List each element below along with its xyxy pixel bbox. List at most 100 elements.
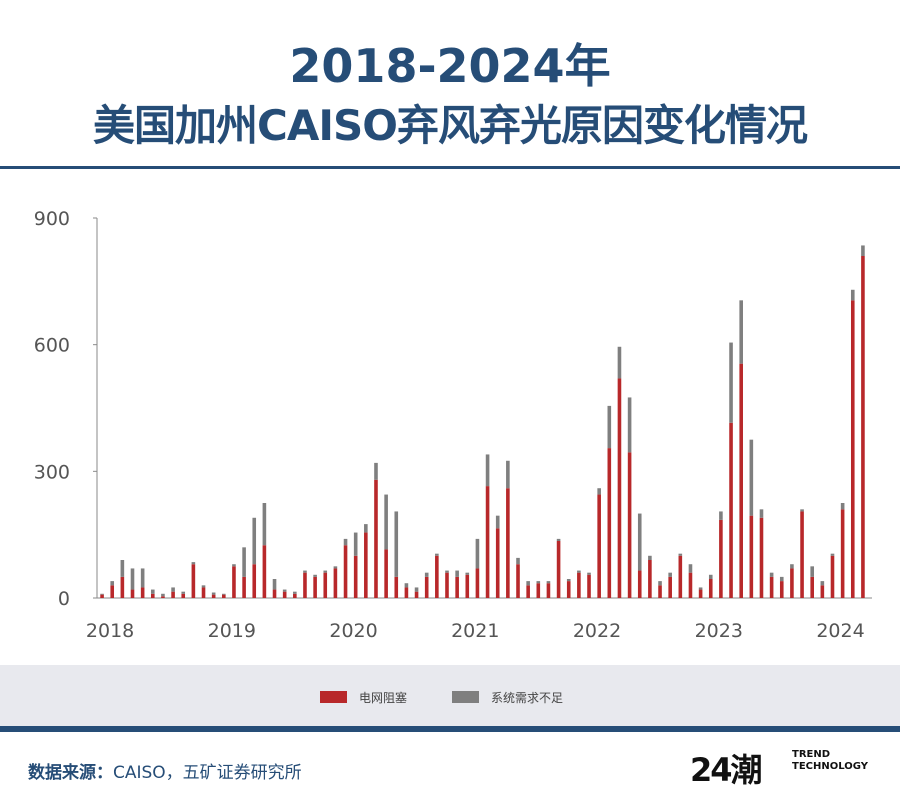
bar-grid-congestion bbox=[485, 486, 490, 598]
bar-grid-congestion bbox=[252, 564, 257, 598]
bar-system-demand bbox=[577, 570, 581, 573]
bar-system-demand bbox=[719, 511, 723, 520]
bar-system-demand bbox=[211, 592, 216, 595]
bar-system-demand bbox=[171, 587, 175, 592]
bar-system-demand bbox=[343, 538, 348, 546]
logo-text: TREND TECHNOLOGY bbox=[792, 749, 868, 773]
bar-grid-congestion bbox=[810, 576, 815, 598]
bar-system-demand bbox=[191, 562, 196, 565]
bar-grid-congestion bbox=[374, 479, 378, 598]
bar-grid-congestion bbox=[262, 545, 267, 598]
bar-system-demand bbox=[526, 581, 530, 586]
bar-grid-congestion bbox=[719, 519, 723, 598]
bar-system-demand bbox=[556, 538, 561, 541]
bar-grid-congestion bbox=[526, 585, 530, 598]
footer-divider bbox=[0, 726, 900, 732]
bar-system-demand bbox=[597, 488, 601, 495]
bar-grid-congestion bbox=[293, 593, 297, 598]
bar-grid-congestion bbox=[861, 256, 865, 598]
legend-label-grid-congestion: 电网阻塞 bbox=[359, 690, 408, 705]
bar-grid-congestion bbox=[272, 589, 277, 598]
bar-system-demand bbox=[779, 576, 784, 582]
bar-grid-congestion bbox=[627, 452, 632, 598]
bar-system-demand bbox=[120, 560, 125, 577]
bar-grid-congestion bbox=[232, 566, 236, 598]
bar-system-demand bbox=[394, 511, 399, 577]
bar-grid-congestion bbox=[546, 583, 551, 598]
bar-system-demand bbox=[729, 342, 733, 423]
bar-grid-congestion bbox=[161, 596, 165, 598]
bar-system-demand bbox=[262, 503, 267, 546]
bar-system-demand bbox=[445, 570, 449, 573]
legend-label-system-demand: 系统需求不足 bbox=[491, 690, 564, 705]
bar-system-demand bbox=[546, 581, 551, 584]
bar-system-demand bbox=[830, 553, 835, 556]
bar-system-demand bbox=[668, 572, 672, 577]
bar-system-demand bbox=[161, 593, 165, 597]
y-tick-label: 300 bbox=[34, 461, 70, 483]
bar-system-demand bbox=[242, 547, 246, 577]
bar-system-demand bbox=[506, 460, 510, 489]
bar-system-demand bbox=[404, 583, 409, 588]
x-tick-label: 2022 bbox=[573, 620, 621, 642]
logo-mark: 24潮 bbox=[690, 751, 763, 789]
bar-grid-congestion bbox=[800, 511, 804, 598]
title-block: 2018-2024年 美国加州CAISO弃风弃光原因变化情况 bbox=[0, 0, 900, 170]
bar-grid-congestion bbox=[577, 572, 581, 598]
bar-system-demand bbox=[353, 532, 358, 556]
legend-swatch-system-demand bbox=[452, 691, 479, 703]
bar-system-demand bbox=[222, 593, 226, 595]
bar-grid-congestion bbox=[830, 555, 835, 598]
data-source: 数据来源：CAISO，五矿证券研究所 bbox=[28, 758, 302, 783]
bar-grid-congestion bbox=[556, 541, 561, 598]
bar-system-demand bbox=[516, 557, 520, 565]
bar-grid-congestion bbox=[211, 594, 216, 598]
source-text: CAISO，五矿证券研究所 bbox=[113, 763, 302, 783]
bar-grid-congestion bbox=[668, 576, 672, 598]
bar-grid-congestion bbox=[181, 593, 186, 598]
bar-system-demand bbox=[435, 553, 439, 556]
bar-system-demand bbox=[820, 581, 825, 586]
bar-system-demand bbox=[110, 581, 115, 586]
bar-system-demand bbox=[100, 593, 104, 595]
bar-system-demand bbox=[455, 570, 459, 577]
bar-system-demand bbox=[323, 570, 328, 573]
bar-system-demand bbox=[739, 300, 743, 364]
legend: 电网阻塞 系统需求不足 bbox=[0, 665, 900, 726]
bar-system-demand bbox=[364, 524, 368, 533]
bar-grid-congestion bbox=[790, 568, 794, 598]
bar-grid-congestion bbox=[678, 555, 683, 598]
bar-grid-congestion bbox=[708, 579, 713, 598]
bar-system-demand bbox=[617, 346, 622, 379]
bar-system-demand bbox=[465, 572, 470, 575]
bar-grid-congestion bbox=[414, 591, 419, 598]
chart-title-line1: 2018-2024年 bbox=[289, 39, 611, 93]
bar-system-demand bbox=[201, 585, 206, 588]
bar-grid-congestion bbox=[150, 593, 155, 598]
bar-system-demand bbox=[800, 509, 804, 512]
x-tick-label: 2023 bbox=[695, 620, 743, 642]
bar-grid-congestion bbox=[353, 555, 358, 598]
bar-grid-congestion bbox=[749, 515, 754, 598]
bar-grid-congestion bbox=[100, 594, 104, 598]
bar-grid-congestion bbox=[394, 576, 399, 598]
bar-system-demand bbox=[293, 591, 297, 594]
bar-system-demand bbox=[313, 574, 317, 577]
bar-system-demand bbox=[495, 515, 500, 529]
bar-grid-congestion bbox=[850, 300, 855, 598]
bar-system-demand bbox=[749, 439, 754, 516]
bar-grid-congestion bbox=[364, 532, 368, 598]
bar-grid-congestion bbox=[566, 581, 571, 598]
bar-system-demand bbox=[688, 564, 693, 573]
bar-grid-congestion bbox=[820, 585, 825, 598]
source-label: 数据来源： bbox=[28, 763, 113, 783]
x-tick-label: 2018 bbox=[86, 620, 134, 642]
bar-grid-congestion bbox=[536, 583, 541, 598]
bar-system-demand bbox=[810, 566, 815, 577]
bar-system-demand bbox=[678, 553, 683, 556]
bar-system-demand bbox=[282, 589, 287, 592]
bar-system-demand bbox=[252, 517, 257, 565]
title-divider bbox=[0, 166, 900, 169]
bar-system-demand bbox=[140, 568, 145, 588]
bar-grid-congestion bbox=[475, 568, 480, 598]
